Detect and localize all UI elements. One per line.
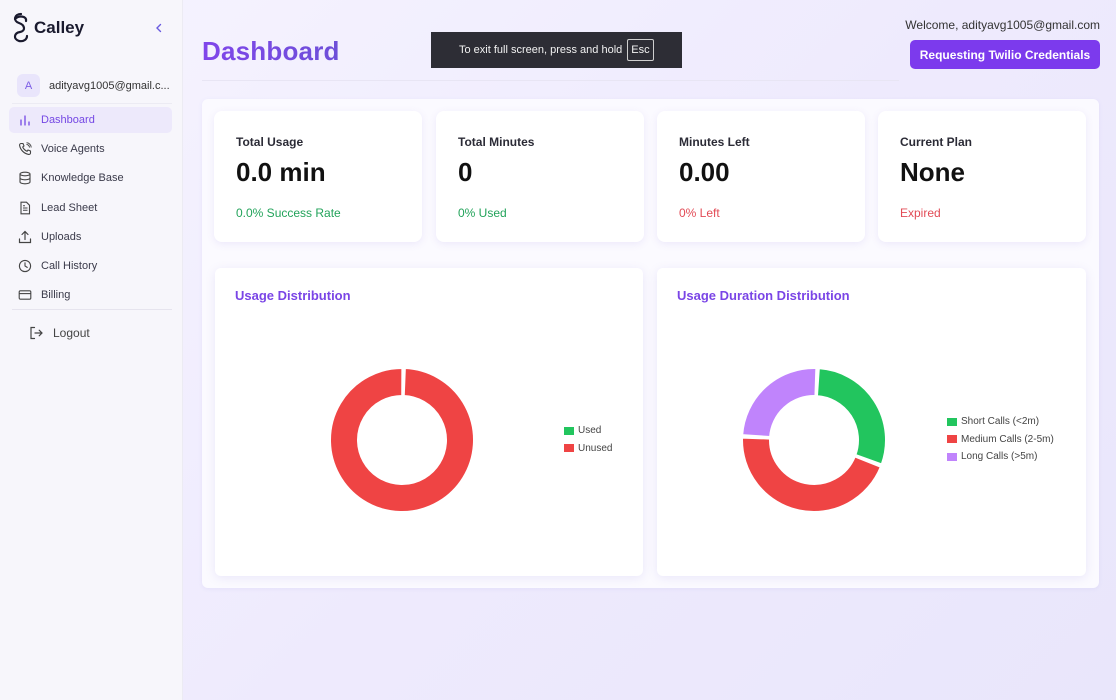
- app-logo[interactable]: Calley: [10, 11, 84, 45]
- sidebar-item-voice-agents[interactable]: Voice Agents: [9, 136, 172, 162]
- stat-subtext: Expired: [900, 206, 941, 220]
- donut-slice-medium-calls-2-5m[interactable]: [741, 436, 883, 513]
- sidebar-item-uploads[interactable]: Uploads: [9, 224, 172, 250]
- legend-swatch: [564, 426, 574, 435]
- stat-title: Total Minutes: [458, 135, 535, 149]
- legend-label: Medium Calls (2-5m): [961, 433, 1054, 445]
- legend-swatch: [947, 417, 957, 426]
- app-name: Calley: [34, 18, 85, 37]
- stat-card-total-usage: Total Usage 0.0 min 0.0% Success Rate: [214, 111, 422, 242]
- donut-slice-unused[interactable]: [328, 367, 475, 513]
- stat-value: 0.00: [679, 157, 730, 187]
- legend-label: Unused: [578, 442, 613, 454]
- calley-logo-icon: [13, 12, 29, 43]
- legend-item-long-calls[interactable]: Long Calls (>5m): [947, 448, 1054, 466]
- document-icon: [20, 201, 31, 214]
- stat-subtext: 0.0% Success Rate: [236, 206, 341, 220]
- legend-swatch: [947, 452, 957, 461]
- sidebar-item-label: Dashboard: [41, 114, 95, 126]
- legend-swatch: [947, 435, 957, 444]
- phone-icon: [19, 142, 32, 156]
- divider: [12, 309, 172, 310]
- legend-swatch: [564, 444, 574, 453]
- stat-subtext: 0% Left: [679, 206, 720, 220]
- user-email: adityavg1005@gmail.c...: [49, 79, 170, 92]
- legend-label: Short Calls (<2m): [961, 416, 1040, 428]
- stat-subtext: 0% Used: [458, 206, 507, 220]
- stat-title: Total Usage: [236, 135, 304, 149]
- divider: [12, 103, 172, 104]
- legend-item-used[interactable]: Used: [564, 422, 612, 440]
- chevron-left-icon: [156, 23, 162, 33]
- legend-label: Long Calls (>5m): [961, 451, 1038, 463]
- usage-distribution-donut: [328, 367, 475, 513]
- request-twilio-credentials-button[interactable]: Requesting Twilio Credentials: [910, 40, 1100, 69]
- legend-item-unused[interactable]: Unused: [564, 440, 612, 458]
- stat-value: None: [900, 157, 965, 187]
- esc-key-badge: Esc: [627, 39, 654, 61]
- legend-label: Used: [578, 425, 602, 437]
- chart-legend: Used Unused: [564, 422, 612, 457]
- usage-duration-donut: [741, 367, 887, 513]
- chart-title: Usage Duration Distribution: [677, 288, 850, 303]
- sidebar: Calley A adityavg1005@gmail.c... Dashboa…: [0, 0, 183, 700]
- legend-item-short-calls[interactable]: Short Calls (<2m): [947, 413, 1054, 431]
- sidebar-item-label: Call History: [41, 259, 98, 272]
- logout-icon: [30, 326, 43, 340]
- stat-card-current-plan: Current Plan None Expired: [878, 111, 1086, 242]
- sidebar-item-knowledge-base[interactable]: Knowledge Base: [9, 165, 172, 191]
- stat-card-total-minutes: Total Minutes 0 0% Used: [436, 111, 644, 242]
- legend-item-medium-calls[interactable]: Medium Calls (2-5m): [947, 431, 1054, 449]
- database-icon: [19, 172, 31, 185]
- stat-title: Minutes Left: [679, 135, 750, 149]
- fullscreen-toast: To exit full screen, press and hold Esc: [431, 32, 682, 68]
- stat-value: 0: [458, 157, 473, 187]
- stat-card-minutes-left: Minutes Left 0.00 0% Left: [657, 111, 865, 242]
- welcome-text: Welcome, adityavg1005@gmail.com: [905, 18, 1100, 32]
- sidebar-item-dashboard[interactable]: Dashboard: [9, 107, 172, 133]
- sidebar-item-label: Lead Sheet: [41, 201, 98, 214]
- sidebar-item-billing[interactable]: Billing: [9, 282, 172, 308]
- logout-label: Logout: [53, 326, 90, 340]
- sidebar-item-lead-sheet[interactable]: Lead Sheet: [9, 195, 172, 221]
- stat-value: 0.0 min: [236, 157, 326, 187]
- header-divider: [202, 80, 899, 81]
- clock-icon: [18, 259, 32, 273]
- logout-button[interactable]: Logout: [29, 326, 90, 340]
- avatar: A: [17, 74, 40, 97]
- upload-icon: [18, 230, 32, 243]
- user-profile[interactable]: A adityavg1005@gmail.c...: [17, 74, 170, 97]
- bar-chart-icon: [20, 115, 30, 126]
- credit-card-icon: [18, 290, 32, 300]
- donut-slice-short-calls-2m[interactable]: [815, 367, 887, 466]
- sidebar-item-label: Knowledge Base: [41, 172, 124, 185]
- sidebar-nav: Dashboard Voice Agents Knowledge Base Le…: [9, 107, 172, 311]
- usage-distribution-card: Usage Distribution Used Unused: [215, 268, 643, 576]
- sidebar-item-label: Uploads: [41, 230, 82, 243]
- stat-title: Current Plan: [900, 135, 973, 149]
- sidebar-item-label: Voice Agents: [41, 143, 105, 156]
- donut-slice-long-calls-5m[interactable]: [741, 367, 818, 439]
- chart-legend: Short Calls (<2m) Medium Calls (2-5m) Lo…: [947, 413, 1054, 466]
- toast-text: To exit full screen, press and hold: [459, 44, 623, 56]
- page-title: Dashboard: [202, 36, 340, 66]
- sidebar-item-label: Billing: [41, 289, 71, 302]
- usage-duration-distribution-card: Usage Duration Distribution Short Calls …: [657, 268, 1086, 576]
- chart-title: Usage Distribution: [235, 288, 351, 303]
- collapse-sidebar-button[interactable]: [150, 19, 168, 37]
- sidebar-item-call-history[interactable]: Call History: [9, 253, 172, 279]
